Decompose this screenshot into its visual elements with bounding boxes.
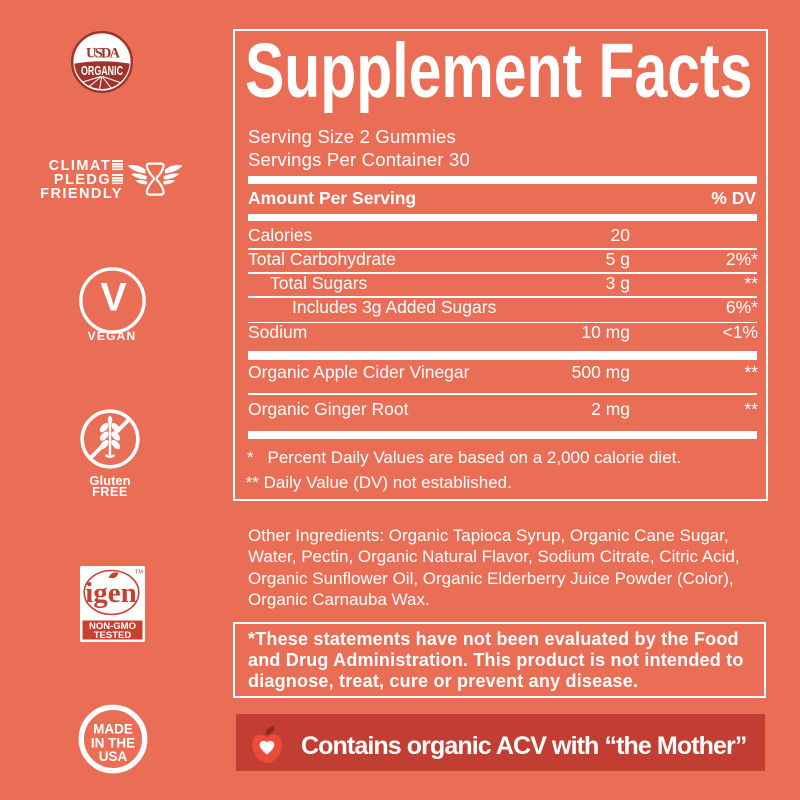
svg-text:TM: TM (135, 570, 143, 576)
svg-text:MADE: MADE (93, 722, 133, 737)
svg-text:IN THE: IN THE (91, 735, 135, 750)
svg-text:TESTED: TESTED (94, 630, 132, 641)
svg-text:V: V (100, 275, 127, 319)
svg-text:USDA: USDA (86, 46, 121, 62)
svg-text:NON-GMO: NON-GMO (89, 621, 136, 632)
svg-text:ORGANIC: ORGANIC (81, 63, 123, 78)
svg-text:USA: USA (99, 749, 128, 764)
svg-text:igen: igen (85, 577, 137, 609)
